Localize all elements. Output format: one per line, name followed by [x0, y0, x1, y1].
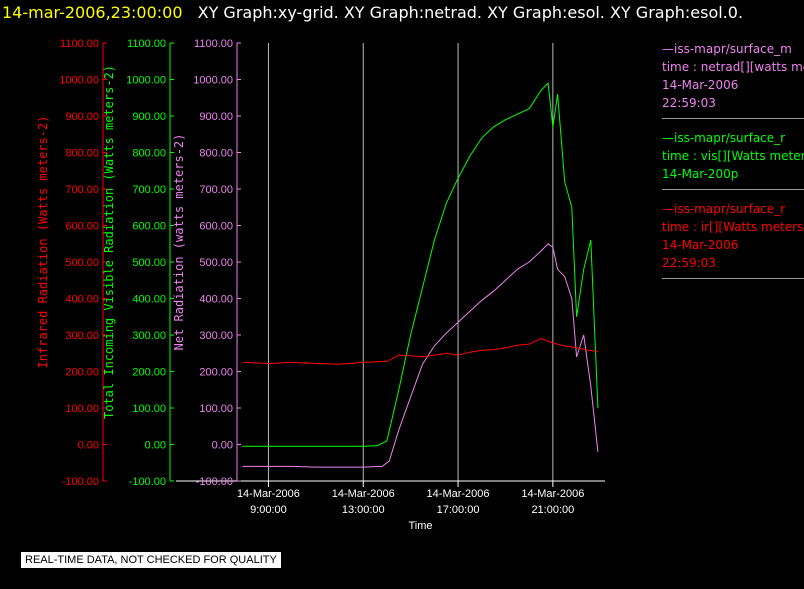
netrad-y-tick-label: 200.00	[199, 367, 233, 379]
netrad-y-tick-label: 700.00	[199, 184, 233, 196]
vis-y-tick-label: 1100.00	[127, 38, 166, 50]
ir-y-tick-label: 700.00	[65, 184, 99, 196]
netrad-y-tick-label: 1100.00	[194, 38, 233, 50]
vis-y-tick-label: -100.00	[129, 476, 166, 488]
ir-y-tick-label: 500.00	[65, 257, 99, 269]
timestamp: 14-mar-2006,23:00:00	[2, 3, 183, 22]
ir-y-tick-label: 800.00	[65, 148, 99, 160]
header-bar: 14-mar-2006,23:00:00 XY Graph:xy-grid. X…	[0, 2, 804, 24]
vis-y-tick-label: 600.00	[132, 221, 166, 233]
graph-titles: XY Graph:xy-grid. XY Graph:netrad. XY Gr…	[197, 3, 744, 22]
ir-y-tick-label: 900.00	[65, 111, 99, 123]
legend-line: 22:59:03	[662, 96, 716, 110]
x-tick-label-date: 14-Mar-2006	[521, 488, 584, 500]
netrad-y-axis-label: Net Radiation (watts meters-2)	[172, 134, 186, 351]
vis-y-tick-label: 800.00	[132, 148, 166, 160]
quality-notice: REAL-TIME DATA, NOT CHECKED FOR QUALITY	[20, 551, 282, 569]
ir-y-tick-label: 1100.00	[60, 38, 99, 50]
x-tick-label-date: 14-Mar-2006	[427, 488, 490, 500]
vis-y-tick-label: 400.00	[132, 294, 166, 306]
vis-y-tick-label: 700.00	[132, 184, 166, 196]
ir-y-tick-label: 1000.00	[59, 75, 99, 87]
vis-y-tick-label: 200.00	[132, 367, 166, 379]
vis-y-tick-label: 1000.00	[126, 75, 166, 87]
ir-y-axis-label: Infrared Radiation (Watts meters-2)	[36, 116, 50, 369]
netrad-y-tick-label: 900.00	[199, 111, 233, 123]
legend-line: time : vis[][Watts meters	[662, 149, 804, 163]
x-axis-label: Time	[408, 520, 432, 532]
ir-y-tick-label: -100.00	[62, 476, 99, 488]
netrad-y-tick-label: 500.00	[199, 257, 233, 269]
x-tick-label-date: 14-Mar-2006	[332, 488, 395, 500]
legend-line: time : netrad[][watts me	[662, 60, 804, 74]
netrad-y-tick-label: -100.00	[196, 476, 233, 488]
vis-y-axis-label: Total Incoming Visible Radiation (Watts …	[102, 65, 116, 419]
netrad-y-tick-label: 800.00	[199, 148, 233, 160]
netrad-y-tick-label: 300.00	[199, 330, 233, 342]
series-line-ir	[242, 338, 598, 365]
vis-y-tick-label: 500.00	[132, 257, 166, 269]
x-tick-label-date: 14-Mar-2006	[237, 488, 300, 500]
legend-line: 14-Mar-200p	[662, 167, 739, 181]
vis-y-tick-label: 0.00	[145, 440, 166, 452]
ir-y-tick-label: 100.00	[65, 403, 99, 415]
netrad-y-tick-label: 0.00	[212, 440, 233, 452]
x-tick-label-time: 13:00:00	[342, 504, 385, 516]
legend-line: 22:59:03	[662, 256, 716, 270]
netrad-y-tick-label: 600.00	[199, 221, 233, 233]
ir-y-tick-label: 300.00	[65, 330, 99, 342]
ir-y-tick-label: 200.00	[65, 367, 99, 379]
vis-y-tick-label: 300.00	[132, 330, 166, 342]
ir-y-tick-label: 400.00	[65, 294, 99, 306]
x-tick-label-time: 17:00:00	[437, 504, 480, 516]
legend-line: —iss-mapr/surface_r	[662, 202, 786, 216]
legend-line: 14-Mar-2006	[662, 238, 739, 252]
legend-line: —iss-mapr/surface_r	[662, 131, 786, 145]
netrad-y-tick-label: 400.00	[199, 294, 233, 306]
legend-line: 14-Mar-2006	[662, 78, 739, 92]
x-tick-label-time: 9:00:00	[250, 504, 287, 516]
series-line-netrad	[242, 243, 599, 468]
netrad-y-tick-label: 100.00	[199, 403, 233, 415]
ir-y-tick-label: 600.00	[65, 221, 99, 233]
ir-y-tick-label: 0.00	[78, 440, 99, 452]
vis-y-tick-label: 900.00	[132, 111, 166, 123]
legend-line: time : ir[][Watts meters	[662, 220, 804, 234]
x-tick-label-time: 21:00:00	[531, 504, 574, 516]
series-line-vis	[242, 81, 599, 447]
legend-line: —iss-mapr/surface_m	[662, 42, 792, 56]
netrad-y-tick-label: 1000.00	[193, 75, 233, 87]
vis-y-tick-label: 100.00	[132, 403, 166, 415]
